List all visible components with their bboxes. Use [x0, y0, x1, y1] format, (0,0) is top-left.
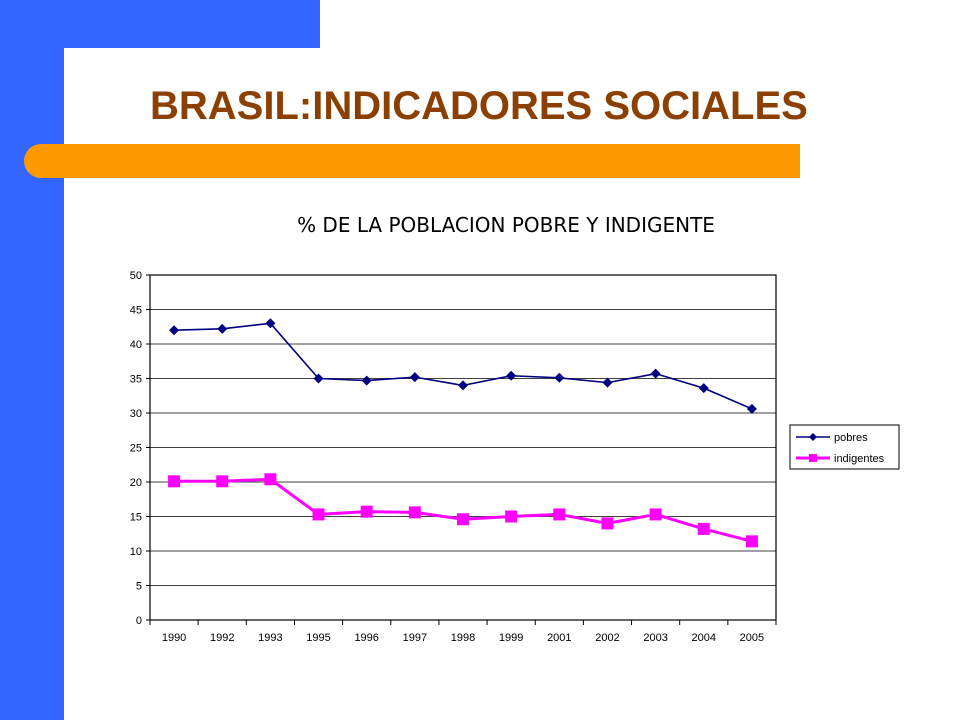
y-tick-label: 0	[136, 615, 142, 627]
y-tick-label: 50	[130, 270, 142, 282]
x-tick-label: 1995	[306, 632, 330, 644]
point-pobres	[602, 377, 613, 388]
point-pobres	[409, 372, 420, 383]
x-tick-label: 2002	[595, 632, 619, 644]
y-tick-label: 10	[130, 546, 142, 558]
x-tick-label: 1997	[403, 632, 427, 644]
legend-box	[789, 424, 900, 470]
legend: pobres indigentes	[789, 424, 900, 470]
point-indigentes	[553, 508, 566, 521]
y-tick-label: 45	[130, 305, 142, 317]
chart-title: % DE LA POBLACION POBRE Y INDIGENTE	[297, 213, 715, 237]
point-indigentes	[601, 517, 614, 530]
x-tick-label: 2001	[547, 632, 571, 644]
legend-marker-indigentes	[809, 454, 817, 462]
x-tick-label: 1999	[499, 632, 523, 644]
point-indigentes	[457, 513, 469, 526]
legend-label-pobres: pobres	[834, 432, 868, 444]
point-pobres	[169, 325, 180, 336]
point-pobres	[506, 370, 517, 381]
point-indigentes	[697, 522, 710, 535]
x-tick-label: 2005	[740, 632, 764, 644]
y-tick-label: 25	[130, 443, 142, 455]
accent-orange-bar	[24, 144, 800, 178]
point-pobres	[458, 380, 468, 391]
point-pobres	[650, 368, 661, 379]
y-axis-ticks: 0 5 10 15 20 25 30 35 40 45 50	[130, 270, 150, 627]
y-tick-label: 40	[130, 339, 142, 351]
point-pobres	[217, 323, 228, 334]
point-indigentes	[264, 473, 277, 486]
legend-label-indigentes: indigentes	[834, 453, 885, 465]
point-pobres	[361, 375, 372, 386]
x-tick-label: 1990	[162, 632, 186, 644]
x-tick-label: 1993	[258, 632, 282, 644]
x-tick-label: 1996	[354, 632, 378, 644]
legend-marker-pobres	[809, 433, 817, 441]
point-pobres	[698, 383, 709, 394]
point-indigentes	[360, 505, 373, 518]
point-indigentes	[649, 508, 662, 521]
x-tick-label: 1992	[210, 632, 234, 644]
point-indigentes	[168, 475, 181, 488]
point-indigentes	[505, 510, 518, 523]
series-group	[168, 318, 758, 548]
point-indigentes	[745, 535, 758, 548]
point-pobres	[265, 318, 276, 329]
x-axis-ticks: 1990 1992 1993 1995 1996 1997 1998 1999 2001 2002…	[149, 620, 777, 644]
sidebar-blue-band	[0, 0, 64, 720]
y-tick-label: 5	[136, 581, 142, 593]
y-tick-label: 35	[130, 374, 142, 386]
x-tick-label: 2004	[692, 632, 716, 644]
top-blue-band	[0, 0, 320, 48]
slide-title: BRASIL:INDICADORES SOCIALES	[150, 84, 808, 128]
x-tick-label: 2003	[643, 632, 667, 644]
point-indigentes	[312, 508, 325, 521]
point-pobres	[746, 403, 757, 414]
point-indigentes	[216, 475, 229, 488]
y-tick-label: 15	[130, 512, 142, 524]
y-tick-label: 30	[130, 408, 142, 420]
point-pobres	[313, 373, 324, 384]
point-pobres	[554, 372, 565, 383]
point-indigentes	[408, 506, 421, 519]
y-tick-label: 20	[130, 477, 142, 489]
x-tick-label: 1998	[451, 632, 475, 644]
